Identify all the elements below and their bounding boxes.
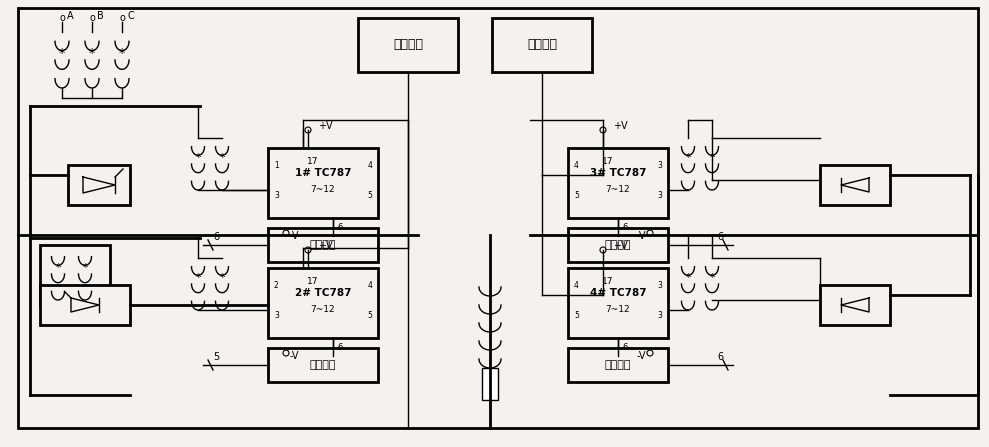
Text: 6: 6 bbox=[213, 232, 219, 242]
Text: 4# TC787: 4# TC787 bbox=[589, 288, 647, 298]
Text: 5: 5 bbox=[574, 191, 579, 201]
Text: *: * bbox=[220, 153, 225, 163]
Text: 5: 5 bbox=[213, 352, 220, 362]
Text: 5: 5 bbox=[367, 312, 372, 320]
Text: 3# TC787: 3# TC787 bbox=[589, 168, 646, 178]
Text: *: * bbox=[195, 153, 201, 163]
Text: 隔离放大: 隔离放大 bbox=[310, 240, 336, 250]
Text: 1# TC787: 1# TC787 bbox=[295, 168, 351, 178]
Text: +V: +V bbox=[613, 241, 628, 251]
Text: *: * bbox=[59, 46, 65, 59]
Text: 17: 17 bbox=[308, 278, 318, 287]
Text: -V: -V bbox=[637, 231, 646, 241]
Bar bbox=[568, 268, 668, 338]
Bar bbox=[268, 228, 378, 262]
Text: 5: 5 bbox=[367, 191, 372, 201]
Text: 2: 2 bbox=[274, 281, 279, 290]
Text: 1: 1 bbox=[274, 160, 279, 169]
Text: 7~12: 7~12 bbox=[605, 186, 630, 194]
Text: o: o bbox=[59, 13, 65, 23]
Text: 7~12: 7~12 bbox=[605, 305, 630, 315]
Text: *: * bbox=[82, 263, 88, 273]
Text: *: * bbox=[89, 46, 95, 59]
Bar bbox=[358, 18, 458, 72]
Text: -V: -V bbox=[637, 351, 646, 361]
Text: +V: +V bbox=[613, 121, 628, 131]
Text: A: A bbox=[67, 11, 73, 21]
Text: -V: -V bbox=[290, 231, 300, 241]
Text: 隔离放大: 隔离放大 bbox=[310, 360, 336, 370]
Text: 3: 3 bbox=[274, 191, 279, 201]
Text: 6: 6 bbox=[337, 224, 342, 232]
Text: *: * bbox=[709, 273, 715, 283]
Bar bbox=[492, 18, 592, 72]
Text: C: C bbox=[127, 11, 134, 21]
Text: 4: 4 bbox=[574, 160, 579, 169]
Bar bbox=[268, 268, 378, 338]
Text: 7~12: 7~12 bbox=[311, 186, 335, 194]
Text: -V: -V bbox=[290, 351, 300, 361]
Text: 隔离放大: 隔离放大 bbox=[604, 360, 631, 370]
Text: 6: 6 bbox=[622, 224, 627, 232]
Text: 6: 6 bbox=[717, 232, 723, 242]
Text: 3: 3 bbox=[657, 281, 662, 290]
Text: 4: 4 bbox=[367, 160, 372, 169]
Text: 4: 4 bbox=[367, 281, 372, 290]
Bar bbox=[820, 165, 890, 205]
Text: *: * bbox=[195, 273, 201, 283]
Bar bbox=[68, 165, 130, 205]
Text: 3: 3 bbox=[657, 191, 662, 201]
Text: *: * bbox=[685, 273, 690, 283]
Text: 6: 6 bbox=[717, 352, 723, 362]
Text: +V: +V bbox=[318, 121, 332, 131]
Text: *: * bbox=[119, 46, 126, 59]
Text: 3: 3 bbox=[657, 312, 662, 320]
Text: *: * bbox=[220, 273, 225, 283]
Bar bbox=[482, 368, 498, 400]
Text: *: * bbox=[685, 153, 690, 163]
Bar bbox=[268, 348, 378, 382]
Text: 17: 17 bbox=[308, 157, 318, 166]
Text: 17: 17 bbox=[602, 157, 614, 166]
Text: o: o bbox=[89, 13, 95, 23]
Text: 保护电路: 保护电路 bbox=[527, 38, 557, 51]
Text: 2# TC787: 2# TC787 bbox=[295, 288, 351, 298]
Bar bbox=[40, 245, 110, 305]
Bar bbox=[820, 285, 890, 325]
Text: 7~12: 7~12 bbox=[311, 305, 335, 315]
Text: 3: 3 bbox=[657, 160, 662, 169]
Text: *: * bbox=[709, 153, 715, 163]
Text: o: o bbox=[119, 13, 125, 23]
Text: +V: +V bbox=[318, 241, 332, 251]
Text: 6: 6 bbox=[622, 343, 627, 353]
Bar bbox=[568, 348, 668, 382]
Text: 4: 4 bbox=[574, 281, 579, 290]
Text: 3: 3 bbox=[274, 312, 279, 320]
Text: B: B bbox=[97, 11, 104, 21]
Bar bbox=[40, 285, 130, 325]
Text: 6: 6 bbox=[337, 343, 342, 353]
Bar bbox=[568, 228, 668, 262]
Text: 17: 17 bbox=[602, 278, 614, 287]
Bar bbox=[268, 148, 378, 218]
Text: *: * bbox=[55, 263, 60, 273]
Text: 5: 5 bbox=[574, 312, 579, 320]
Bar bbox=[568, 148, 668, 218]
Text: 给定积分: 给定积分 bbox=[393, 38, 423, 51]
Text: 隔离放大: 隔离放大 bbox=[604, 240, 631, 250]
